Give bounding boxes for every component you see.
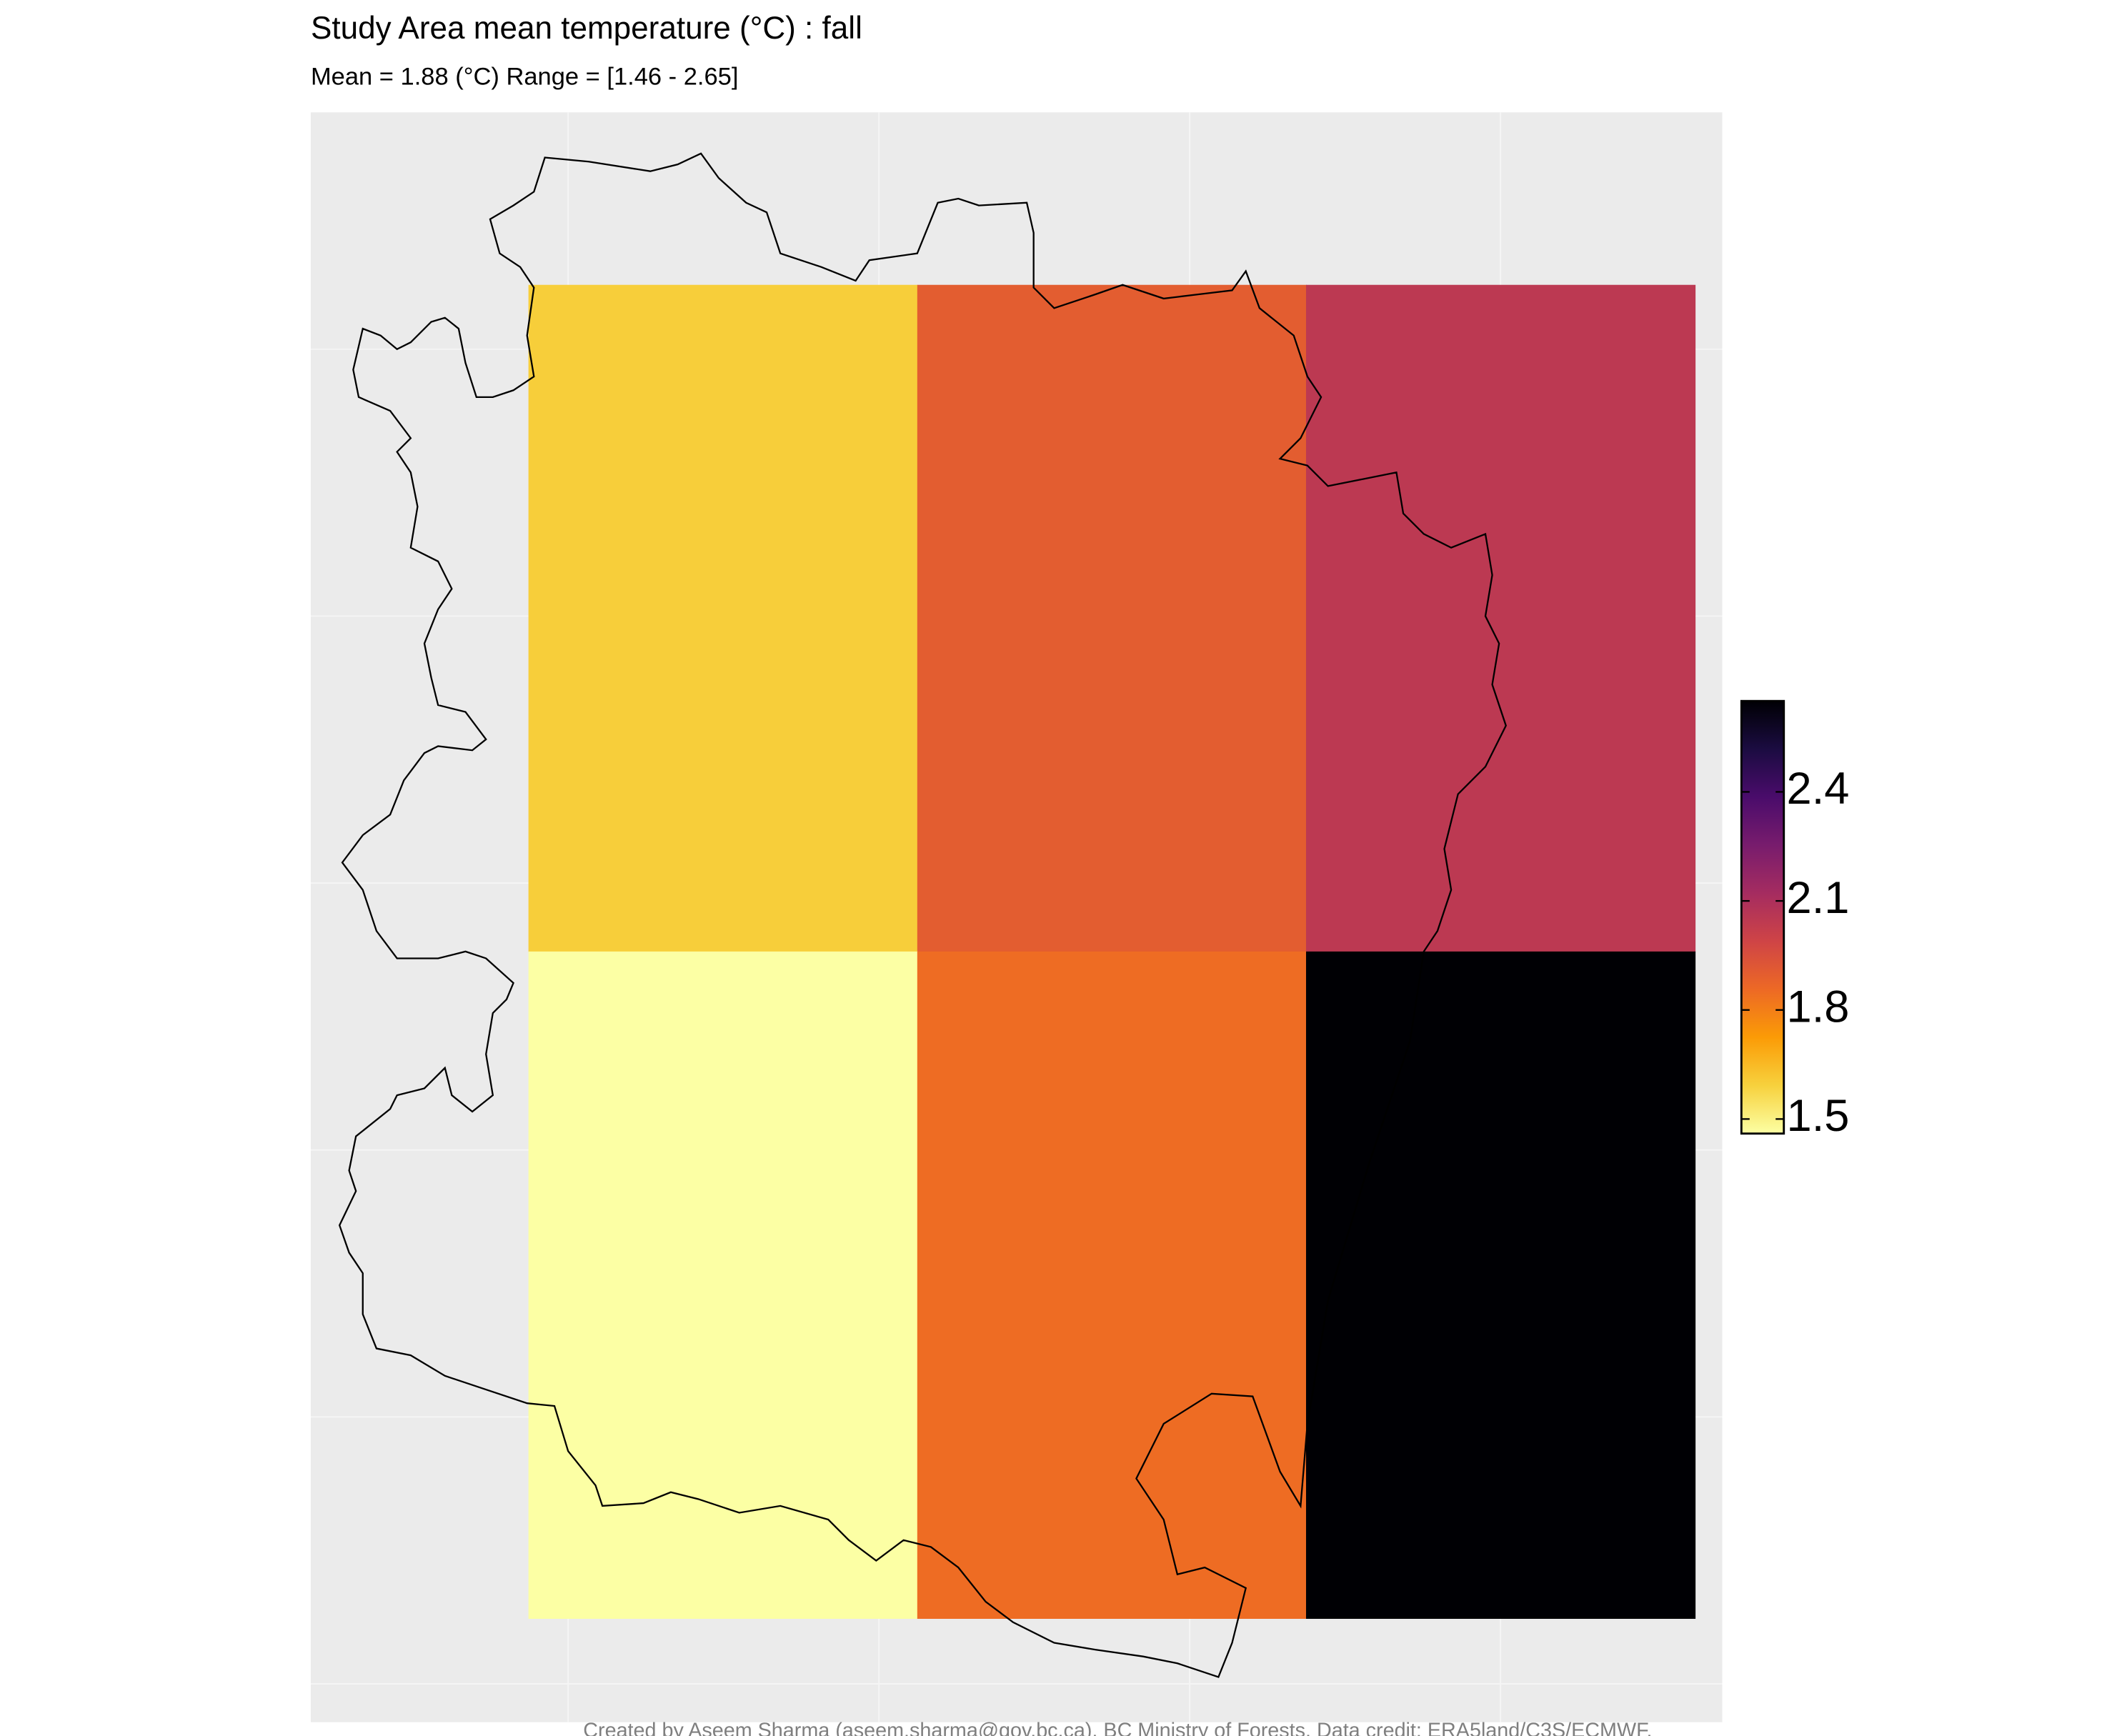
colorbar-tick-label: 1.8 <box>1787 982 1850 1032</box>
colorbar-tick-label: 2.4 <box>1787 764 1850 814</box>
study-area-outline <box>338 152 1507 1678</box>
colorbar-tick-label: 2.1 <box>1787 873 1850 923</box>
chart-title: Study Area mean temperature (°C) : fall <box>311 11 862 46</box>
colorbar-tick-label: 1.5 <box>1787 1091 1850 1141</box>
colorbar <box>1740 699 1785 1135</box>
heat-cell <box>1305 951 1696 1619</box>
chart-subtitle: Mean = 1.88 (°C) Range = [1.46 - 2.65] <box>311 64 738 91</box>
heat-cell <box>1305 284 1696 952</box>
heat-cell <box>528 951 918 1619</box>
heat-cell <box>528 284 918 952</box>
heat-cell <box>917 284 1307 952</box>
heat-cell <box>917 951 1307 1619</box>
chart-caption: Created by Aseem Sharma (aseem.sharma@go… <box>583 1720 1652 1736</box>
